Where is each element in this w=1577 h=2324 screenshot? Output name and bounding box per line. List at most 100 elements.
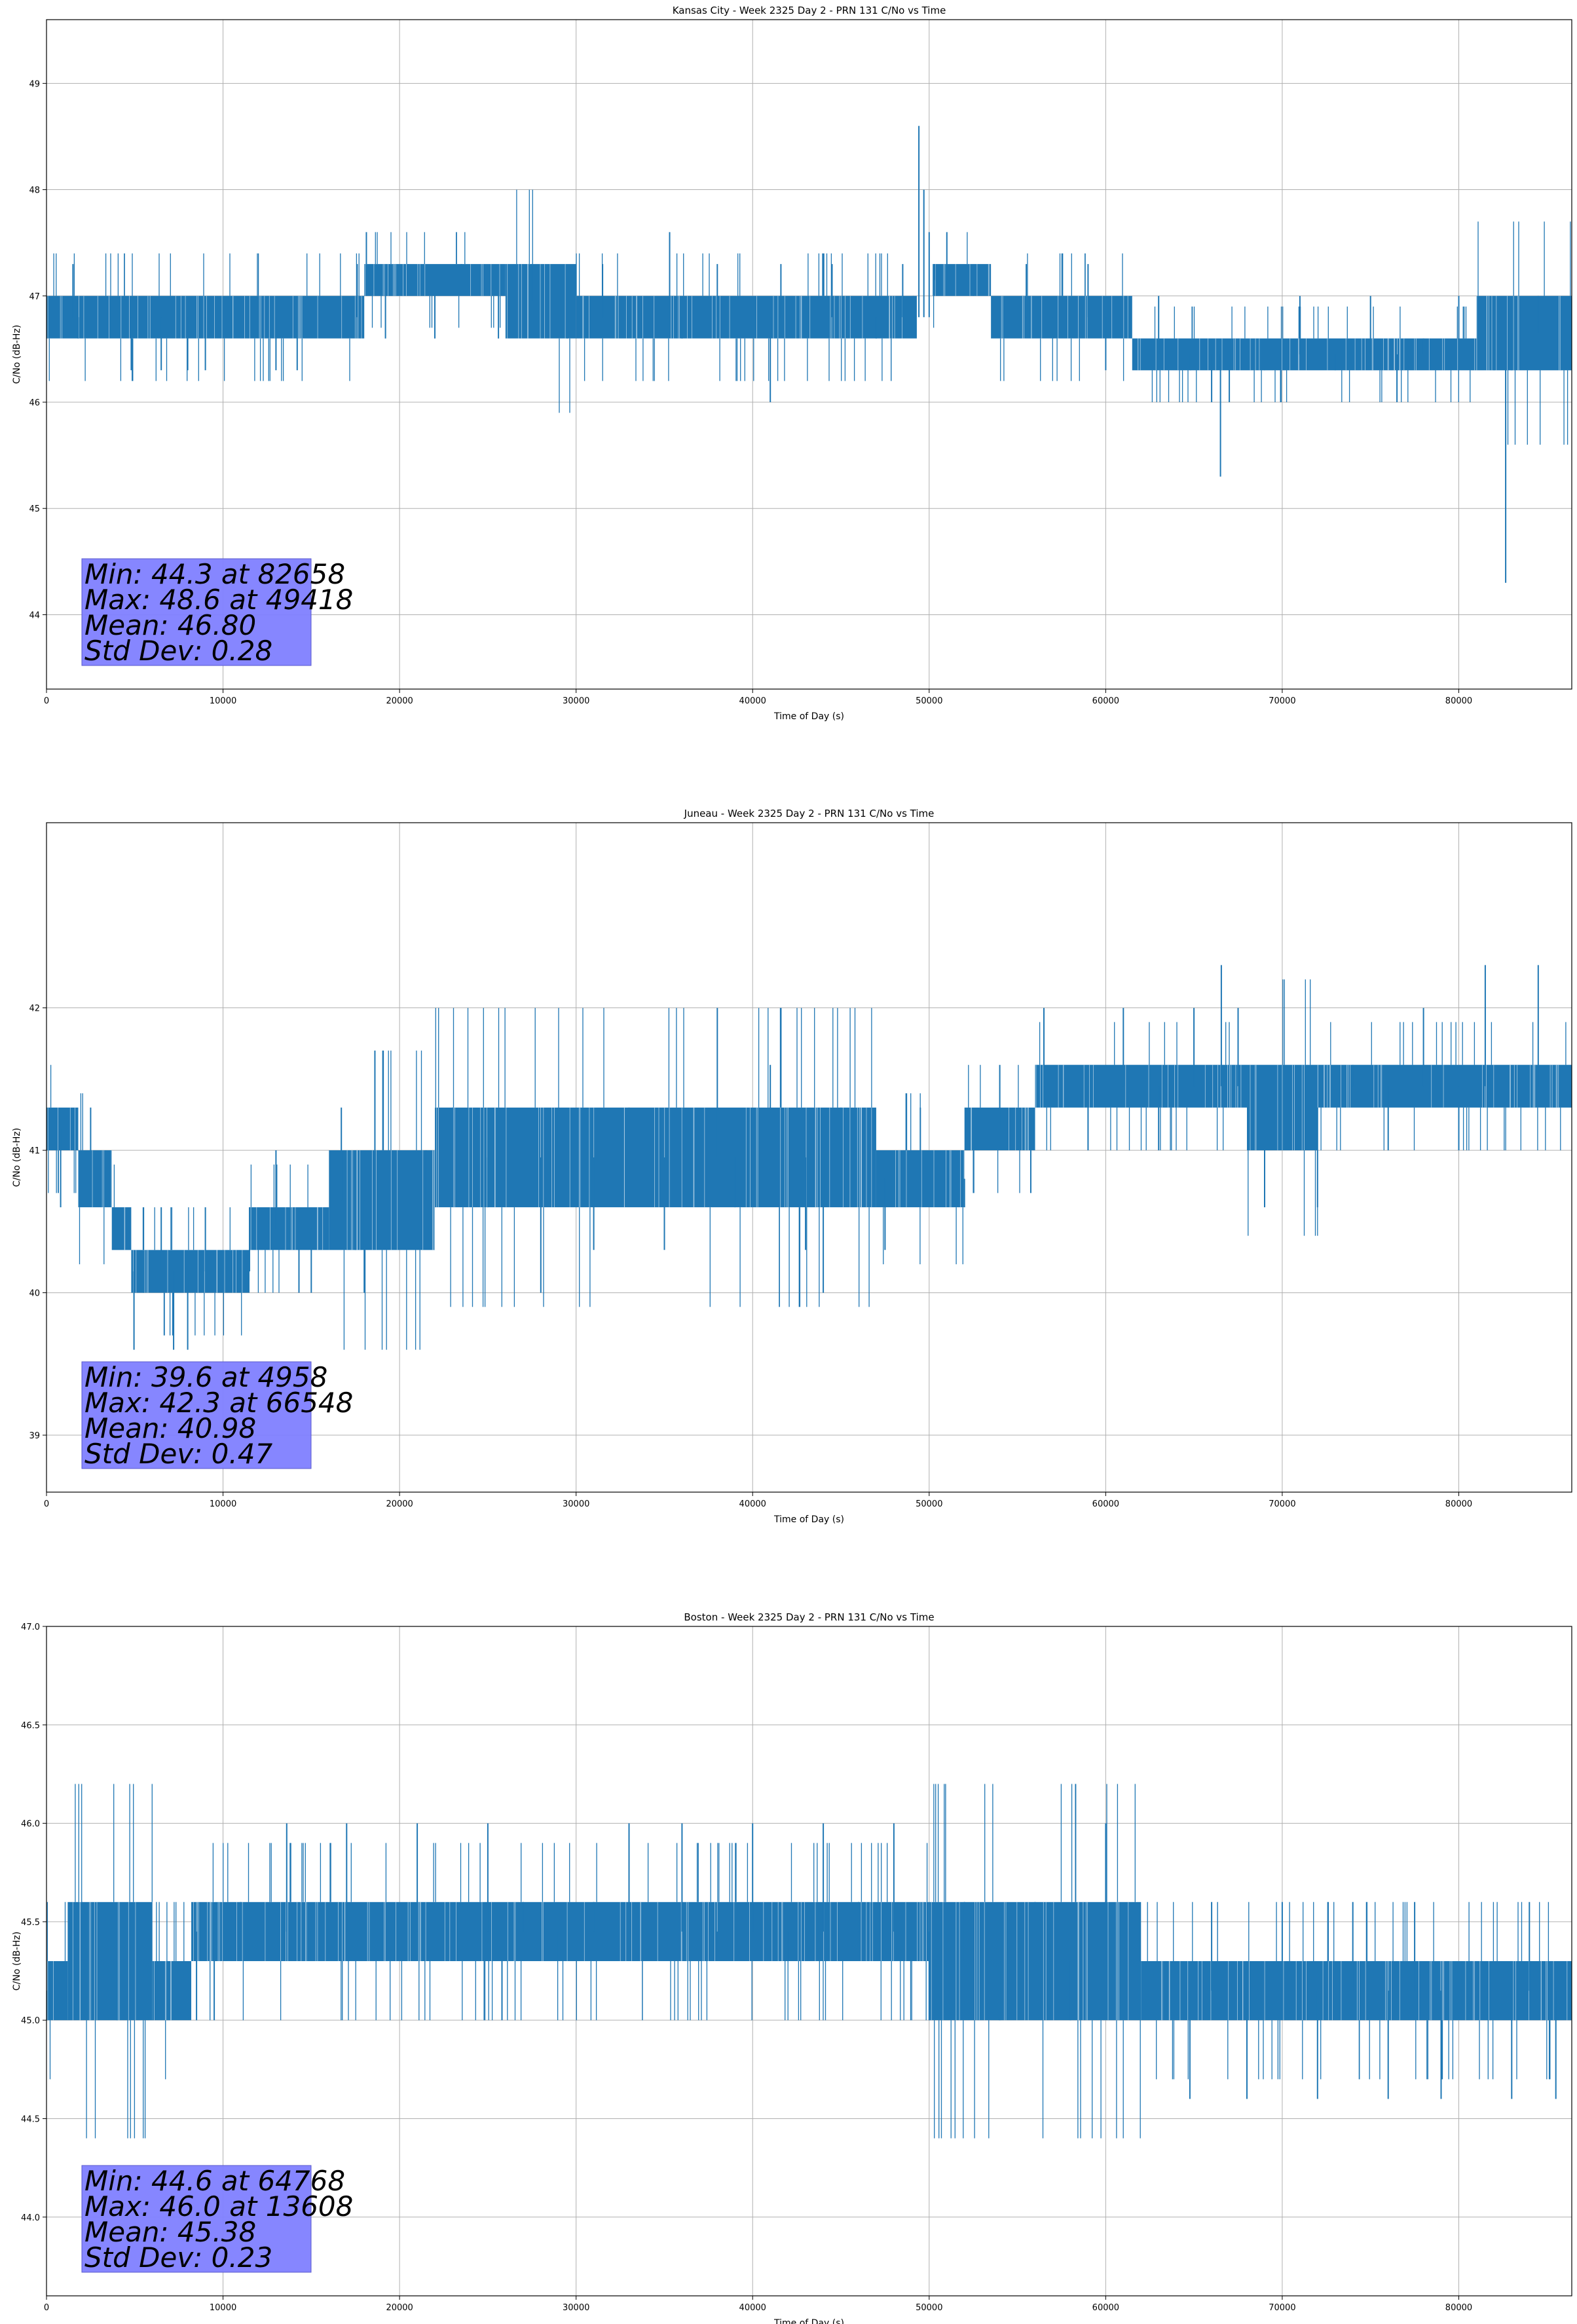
signal-flicker xyxy=(343,1050,422,1350)
y-tick-label: 44.0 xyxy=(21,2213,40,2223)
signal-gap xyxy=(72,1902,136,2021)
chart-panel-1: 0 10000 20000 30000 40000 50000 60000 70000 8000… xyxy=(12,5,1572,722)
y-tick-label: 47.0 xyxy=(21,1622,40,1632)
x-tick-label: 30000 xyxy=(563,1499,589,1509)
stats-line: Mean: 45.38 xyxy=(84,2216,256,2248)
signal-spikes xyxy=(46,965,1572,1350)
y-tick-label: 45 xyxy=(29,504,40,514)
stats-line: Mean: 46.80 xyxy=(84,609,256,641)
stats-box xyxy=(81,1361,312,1469)
signal-gap xyxy=(1250,1064,1305,1151)
stats-line: Std Dev: 0.28 xyxy=(84,635,272,667)
stats-line: Std Dev: 0.47 xyxy=(84,1438,272,1470)
stats-box xyxy=(81,558,312,666)
signal-gap xyxy=(935,264,990,296)
stats-line: Mean: 40.98 xyxy=(84,1412,256,1444)
signal-band xyxy=(111,1207,132,1250)
signal-flicker xyxy=(435,1007,872,1307)
signal-flicker xyxy=(250,1164,308,1293)
signal-gap xyxy=(507,264,566,339)
signal-flicker xyxy=(365,232,501,328)
signal-band xyxy=(576,295,917,339)
stats-line: Std Dev: 0.23 xyxy=(84,2241,272,2274)
signal-gap xyxy=(1001,295,1128,339)
x-tick-label: 40000 xyxy=(739,696,766,706)
stats-box xyxy=(81,2165,312,2273)
y-axis-label: C/No (dB-Hz) xyxy=(12,1932,22,1991)
signal-flicker xyxy=(156,1902,185,2080)
signal-band xyxy=(933,264,992,296)
x-axis-label: Time of Day (s) xyxy=(773,711,844,722)
signal-flicker xyxy=(210,1843,928,2021)
signal-flicker xyxy=(933,1784,1141,2139)
signal-band xyxy=(249,1207,329,1250)
signal-gap xyxy=(895,1150,965,1208)
x-tick-label: 10000 xyxy=(210,696,236,706)
signal-gap xyxy=(47,1107,75,1151)
chart-title: Juneau - Week 2325 Day 2 - PRN 131 C/No … xyxy=(684,808,935,819)
y-tick-label: 46 xyxy=(29,398,40,408)
y-tick-label: 45.0 xyxy=(21,2016,40,2026)
x-axis-label: Time of Day (s) xyxy=(773,2318,844,2324)
x-tick-label: 20000 xyxy=(386,2303,413,2313)
x-tick-label: 40000 xyxy=(739,1499,766,1509)
y-tick-label: 49 xyxy=(29,79,40,89)
signal-gap xyxy=(133,1250,243,1293)
signal-band xyxy=(1035,1064,1248,1108)
signal-band xyxy=(46,1961,68,2021)
x-tick-label: 80000 xyxy=(1445,2303,1472,2313)
signal-gap xyxy=(346,1150,435,1250)
signal-gap xyxy=(124,1207,126,1250)
x-tick-label: 20000 xyxy=(386,1499,413,1509)
signal-flicker xyxy=(1000,253,1124,381)
stats-line: Min: 44.3 at 82658 xyxy=(84,558,345,590)
x-tick-label: 10000 xyxy=(210,2303,236,2313)
signal-gap xyxy=(1161,1961,1568,2021)
chart-panel-3: 0 10000 20000 30000 40000 50000 60000 70000 8000… xyxy=(12,1611,1572,2324)
signal-flicker xyxy=(1320,1022,1567,1151)
axes-frame xyxy=(46,1626,1572,2296)
signal-band xyxy=(1317,1064,1572,1108)
signal-band xyxy=(991,295,1132,339)
signal-gap xyxy=(971,1107,1029,1151)
axes-frame xyxy=(46,822,1572,1493)
signal-gap xyxy=(92,1150,112,1208)
x-tick-label: 60000 xyxy=(1092,2303,1119,2313)
y-tick-label: 40 xyxy=(29,1289,40,1299)
x-tick-label: 50000 xyxy=(916,696,942,706)
x-tick-label: 0 xyxy=(44,1499,49,1509)
signal-flicker xyxy=(46,1902,66,2080)
signal-flicker xyxy=(576,253,892,381)
signal-band xyxy=(152,1961,192,2021)
y-axis-label: C/No (dB-Hz) xyxy=(12,325,22,384)
y-tick-label: 44 xyxy=(29,610,40,620)
y-tick-label: 46.5 xyxy=(21,1721,40,1731)
signal-flicker xyxy=(79,1093,105,1265)
x-tick-label: 70000 xyxy=(1269,2303,1295,2313)
x-tick-label: 10000 xyxy=(210,1499,236,1509)
signal-flicker xyxy=(75,1784,153,2139)
stats-line: Min: 39.6 at 4958 xyxy=(84,1361,327,1393)
signal-band xyxy=(505,264,576,339)
signal-flicker xyxy=(516,189,570,413)
y-tick-label: 46.0 xyxy=(21,1820,40,1829)
x-tick-label: 50000 xyxy=(916,2303,942,2313)
x-tick-label: 70000 xyxy=(1269,696,1295,706)
signal-band xyxy=(191,1902,929,1961)
signal-gap xyxy=(1318,1064,1559,1108)
chart-title: Boston - Week 2325 Day 2 - PRN 131 C/No … xyxy=(684,1611,934,1623)
signal-band xyxy=(131,1250,250,1293)
x-tick-label: 60000 xyxy=(1092,696,1119,706)
x-tick-label: 40000 xyxy=(739,2303,766,2313)
signal-gap xyxy=(154,1961,172,2021)
chart-panel-2: 0 10000 20000 30000 40000 50000 60000 70000 8000… xyxy=(12,808,1572,1525)
stats-line: Max: 42.3 at 66548 xyxy=(84,1387,353,1419)
signal-gap xyxy=(47,295,362,339)
signal-gap xyxy=(250,1207,324,1250)
signal-flicker xyxy=(1039,1022,1230,1151)
y-tick-label: 42 xyxy=(29,1004,40,1014)
signal-gap xyxy=(193,1902,927,1961)
series-line xyxy=(46,965,1572,1350)
y-tick-label: 47 xyxy=(29,292,40,302)
